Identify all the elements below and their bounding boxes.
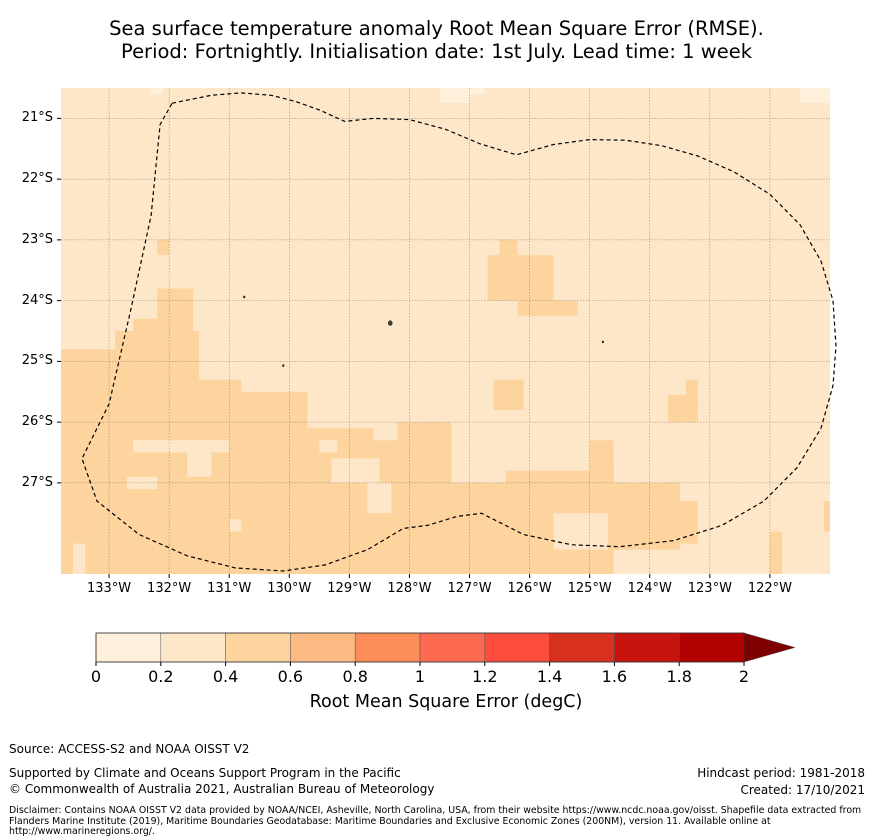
lat-tick-label: 22°S [21, 171, 53, 187]
lon-tick-label: 127°W [447, 581, 492, 596]
rmse-cell-0-0.2 [799, 88, 830, 104]
lat-tick-label: 23°S [21, 231, 53, 247]
lon-tick-label: 126°W [507, 581, 552, 596]
support-note: Supported by Climate and Oceans Support … [9, 766, 401, 780]
rmse-cell-0.2-0.4 [331, 458, 380, 483]
colorbar-segment [225, 632, 291, 663]
map-gridlines [61, 88, 830, 574]
rmse-cell-0.4-0.6 [499, 239, 518, 256]
colorbar-tick-label: 1 [414, 667, 426, 686]
colorbar-segment [614, 632, 680, 663]
rmse-cell-0.4-0.6 [493, 379, 524, 410]
rmse-cell-0.2-0.4 [229, 519, 242, 532]
rmse-cells [61, 88, 830, 574]
lat-tick-label: 27°S [21, 474, 53, 490]
colorbar-segment [484, 632, 550, 663]
rmse-cell-0-0.2 [151, 88, 164, 95]
rmse-cell-0.2-0.4 [319, 440, 338, 453]
colorbar-segment [549, 632, 615, 663]
rmse-cell-0.2-0.4 [73, 543, 86, 574]
axis-ticks [57, 117, 771, 578]
lon-tick-label: 128°W [387, 581, 432, 596]
copyright-note: © Commonwealth of Australia 2021, Austra… [9, 782, 435, 796]
rmse-cell-0.4-0.6 [451, 482, 506, 574]
colorbar-segment [290, 632, 356, 663]
rmse-cell-0.4-0.6 [517, 300, 578, 316]
rmse-cell-0.2-0.4 [367, 482, 392, 514]
eez-boundary-line [81, 92, 837, 572]
source-note: Source: ACCESS-S2 and NOAA OISST V2 [9, 742, 250, 756]
rmse-cell-0.4-0.6 [769, 531, 782, 574]
lat-tick-label: 24°S [21, 292, 53, 308]
rmse-cell-0.4-0.6 [487, 255, 554, 301]
colorbar-segment [354, 632, 421, 663]
colorbar-tick-label: 0.6 [277, 667, 304, 686]
lon-tick-label: 123°W [687, 581, 732, 596]
colorbar-segment [95, 632, 162, 663]
lon-tick-label: 124°W [627, 581, 672, 596]
lon-tick-label: 130°W [267, 581, 312, 596]
rmse-cell-0.2-0.4 [553, 513, 608, 550]
rmse-cell-0-0.2 [439, 88, 470, 104]
rmse-cell-0.4-0.6 [157, 288, 194, 331]
island-marker [243, 295, 246, 299]
colorbar-tick-label: 1.8 [666, 667, 692, 686]
colorbar-tick-label: 1.4 [536, 667, 563, 686]
islands [243, 295, 605, 367]
lon-tick-label: 122°W [747, 581, 792, 596]
colorbar-tick-label: 1.6 [601, 667, 628, 686]
island-marker [387, 320, 393, 326]
rmse-cell-0.4-0.6 [589, 440, 614, 483]
colorbar [95, 632, 796, 666]
rmse-cell-0.4-0.6 [661, 501, 698, 544]
lon-tick-label: 133°W [86, 581, 132, 596]
lat-tick-label: 25°S [21, 353, 53, 369]
disclaimer: Disclaimer: Contains NOAA OISST V2 data … [9, 805, 862, 837]
rmse-cell-0.2-0.4 [133, 440, 230, 453]
lon-tick-label: 129°W [327, 581, 372, 596]
rmse-cell-0.4-0.6 [157, 239, 170, 256]
rmse-cell-0.4-0.6 [61, 349, 122, 574]
colorbar-tick-label: 0.2 [148, 667, 174, 686]
created-date: Created: 17/10/2021 [740, 783, 865, 797]
colorbar-tick-label: 2 [738, 667, 750, 686]
lon-tick-label: 125°W [567, 581, 612, 596]
map-title-line1: Sea surface temperature anomaly Root Mea… [109, 17, 764, 40]
lat-tick-label: 26°S [21, 414, 53, 430]
lon-tick-label: 131°W [207, 581, 252, 596]
colorbar-label: Root Mean Square Error (degC) [309, 692, 583, 712]
map-title-line2: Period: Fortnightly. Initialisation date… [121, 40, 752, 63]
colorbar-extend-arrow [743, 632, 796, 663]
rmse-cell-0.2-0.4 [187, 452, 212, 477]
colorbar-segment [419, 632, 486, 663]
colorbar-segment [678, 632, 745, 663]
colorbar-segment [160, 632, 226, 663]
rmse-cell-0.4-0.6 [397, 422, 452, 574]
island-marker [601, 340, 605, 344]
colorbar-tick-label: 1.2 [472, 667, 498, 686]
colorbar-tick-label: 0 [90, 667, 102, 686]
rmse-cell-0-0.2 [469, 88, 485, 95]
rmse-cell-0.4-0.6 [823, 501, 830, 532]
colorbar-tick-label: 0.4 [212, 667, 239, 686]
lon-tick-label: 132°W [147, 581, 192, 596]
rmse-cell-0.4-0.6 [667, 394, 698, 423]
colorbar-tick-label: 0.8 [342, 667, 368, 686]
hindcast-period: Hindcast period: 1981-2018 [697, 766, 865, 780]
rmse-cell-0.4-0.6 [133, 318, 158, 338]
island-marker [282, 364, 285, 367]
lat-tick-label: 21°S [21, 110, 53, 126]
